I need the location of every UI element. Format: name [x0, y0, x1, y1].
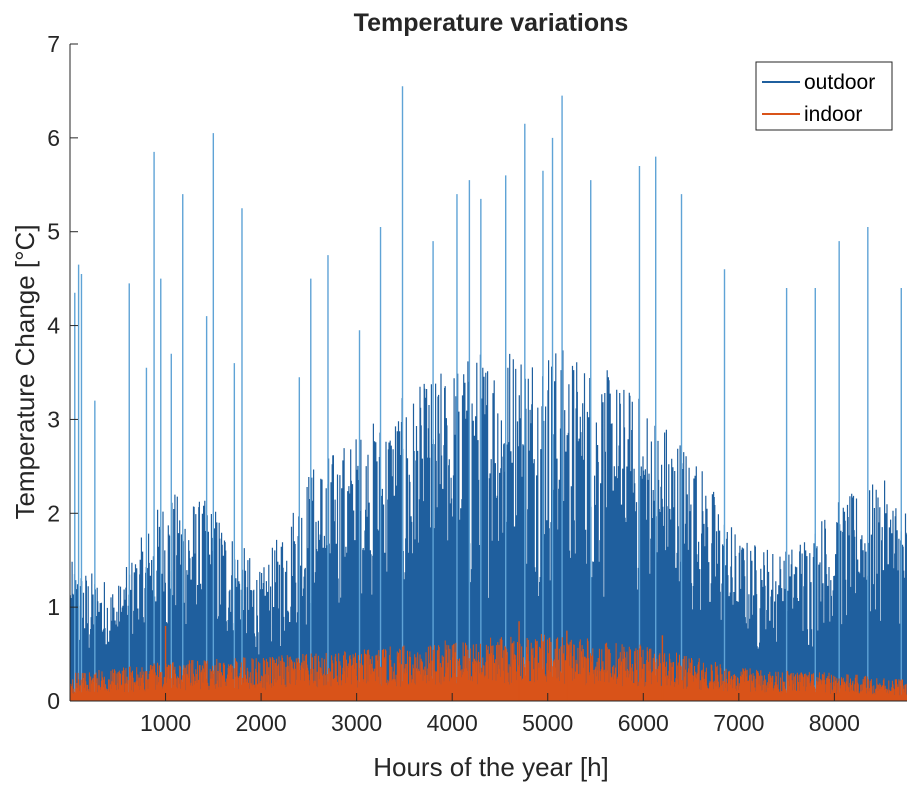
- x-tick-label: 8000: [809, 710, 860, 736]
- plot-area: [69, 86, 907, 701]
- x-tick-label: 1000: [140, 710, 191, 736]
- y-tick-label: 1: [47, 594, 60, 620]
- x-tick-label: 7000: [713, 710, 764, 736]
- x-tick-label: 4000: [427, 710, 478, 736]
- y-tick-label: 4: [47, 313, 60, 339]
- x-axis-ticks: 1000 2000 3000 4000 5000 6000 7000 8000: [140, 693, 860, 736]
- legend-outdoor-label: outdoor: [804, 71, 875, 94]
- y-tick-label: 7: [47, 31, 60, 57]
- y-tick-label: 0: [47, 688, 60, 714]
- y-axis-ticks: 0 1 2 3 4 5 6 7: [47, 31, 78, 714]
- axes: [69, 44, 907, 702]
- y-tick-label: 6: [47, 125, 60, 151]
- y-tick-label: 2: [47, 500, 60, 526]
- legend-indoor-label: indoor: [804, 103, 862, 126]
- x-axis-label: Hours of the year [h]: [373, 752, 609, 782]
- y-axis-label: Temperature Change [°C]: [10, 224, 40, 519]
- legend-box: [755, 61, 893, 131]
- y-tick-label: 3: [47, 406, 60, 432]
- chart-title: Temperature variations: [354, 9, 629, 37]
- x-tick-label: 3000: [331, 710, 382, 736]
- series-outdoor-lines: [69, 86, 907, 701]
- x-tick-label: 6000: [618, 710, 669, 736]
- legend: outdoor indoor: [755, 61, 893, 131]
- y-tick-label: 5: [47, 219, 60, 245]
- x-tick-label: 2000: [236, 710, 287, 736]
- x-tick-label: 5000: [522, 710, 573, 736]
